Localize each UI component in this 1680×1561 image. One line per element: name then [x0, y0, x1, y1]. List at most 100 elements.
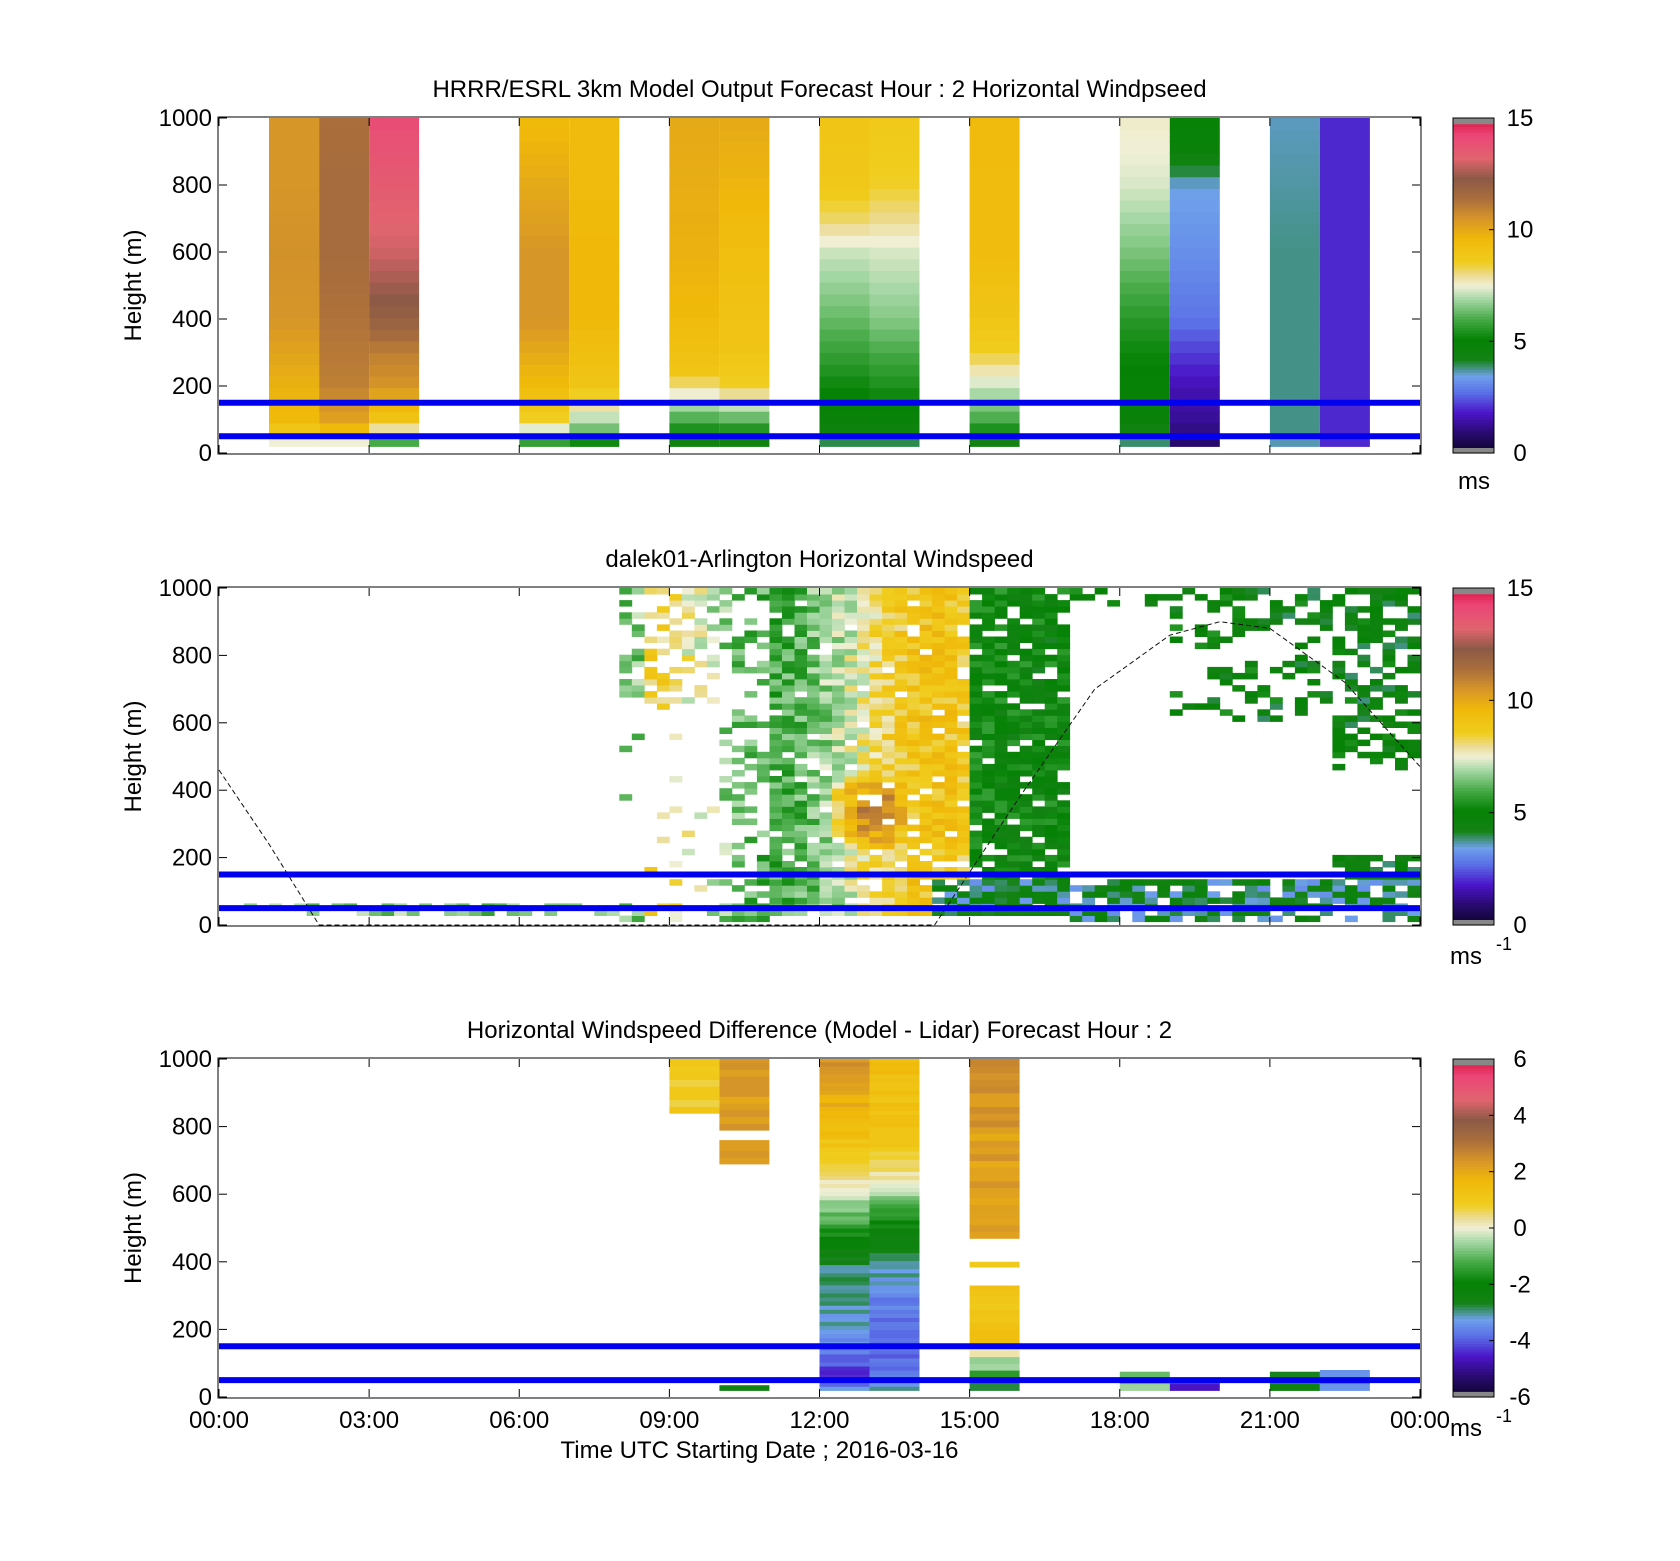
data-cell [907, 594, 920, 601]
colorbar-segment [1453, 708, 1494, 713]
data-cell [669, 129, 720, 142]
data-cell [719, 879, 733, 886]
data-cell [894, 672, 908, 680]
data-cell [1395, 709, 1408, 716]
data-cell [819, 1167, 870, 1172]
data-cell [957, 788, 970, 795]
colorbar-segment [1453, 1318, 1494, 1322]
data-cell [731, 812, 745, 819]
data-cell [819, 200, 870, 213]
colorbar-tick-label: 15 [1507, 105, 1534, 132]
data-cell [569, 387, 620, 400]
y-tick-label: 800 [172, 172, 212, 199]
data-cell [1332, 854, 1346, 862]
data-cell [369, 118, 420, 131]
data-cell [1057, 763, 1071, 771]
data-cell [894, 594, 908, 601]
colorbar-segment [1453, 793, 1494, 797]
data-cell [644, 909, 658, 916]
data-cell [819, 1370, 870, 1375]
data-cell [844, 854, 858, 862]
colorbar-segment [1453, 826, 1494, 831]
data-cell [969, 818, 983, 825]
data-cell [769, 854, 783, 862]
data-cell [719, 223, 770, 236]
data-cell [832, 600, 845, 607]
data-cell [907, 636, 920, 643]
data-cell [1119, 879, 1133, 886]
data-cell [819, 1118, 870, 1124]
data-cell [1282, 672, 1296, 680]
data-cell [619, 612, 633, 619]
data-cell [819, 618, 833, 625]
data-cell [1007, 794, 1021, 801]
colorbar-segment [1453, 770, 1494, 774]
data-cell [719, 1140, 770, 1145]
data-cell [1269, 141, 1320, 154]
data-cell [882, 685, 895, 692]
data-cell [1357, 697, 1371, 704]
data-cell [1157, 915, 1171, 923]
colorbar-segment [1453, 1208, 1494, 1212]
data-cell [1370, 600, 1383, 607]
data-cell [819, 1199, 870, 1205]
data-cell [769, 806, 783, 813]
data-cell [1294, 879, 1308, 886]
data-cell [1007, 594, 1021, 601]
data-cell [857, 848, 870, 856]
colorbar-segment [1453, 1112, 1494, 1116]
data-cell [719, 1150, 770, 1158]
colorbar-segment [1453, 1073, 1494, 1077]
data-cell [994, 642, 1008, 650]
data-cell [1269, 247, 1320, 260]
colorbar-segment [1453, 366, 1494, 370]
data-cell [1007, 679, 1021, 686]
data-cell [819, 1280, 870, 1286]
data-cell [769, 763, 783, 771]
data-cell [894, 867, 908, 874]
data-cell [969, 375, 1020, 389]
colorbar-segment [1453, 330, 1494, 334]
data-cell [769, 782, 783, 789]
data-cell [894, 715, 908, 722]
heatmap-cells [669, 1059, 1370, 1391]
data-cell [957, 733, 970, 741]
data-cell [669, 879, 683, 886]
data-cell [794, 751, 808, 759]
data-cell [782, 891, 795, 898]
data-cell [744, 715, 758, 722]
data-cell [1032, 679, 1046, 686]
data-cell [319, 247, 370, 260]
data-cell [1269, 270, 1320, 283]
colorbar-segment [1453, 613, 1494, 617]
data-cell [1294, 594, 1308, 601]
data-cell [1007, 891, 1021, 898]
data-cell [1207, 600, 1221, 607]
data-cell [869, 1134, 920, 1140]
data-cell [819, 909, 833, 916]
data-cell [944, 854, 958, 862]
colorbar-segment [1453, 1275, 1494, 1280]
data-cell [869, 1297, 920, 1302]
data-cell [1357, 624, 1371, 631]
data-cell [1169, 223, 1220, 236]
data-cell [1069, 915, 1083, 923]
data-cell [769, 648, 783, 656]
data-cell [1319, 305, 1370, 318]
data-cell [819, 818, 833, 825]
data-cell [1344, 854, 1358, 862]
data-cell [1382, 915, 1396, 923]
x-tick-label: 00:00 [189, 1407, 249, 1434]
data-cell [794, 891, 808, 898]
data-cell [807, 709, 820, 716]
data-cell [869, 1240, 920, 1245]
data-cell [844, 745, 858, 753]
data-cell [944, 751, 958, 759]
data-cell [969, 751, 983, 759]
data-cell [1194, 885, 1208, 892]
data-cell [644, 636, 658, 643]
data-cell [832, 691, 845, 698]
colorbar-segment [1453, 1070, 1494, 1074]
data-cell [719, 270, 770, 283]
data-cell [944, 697, 958, 704]
